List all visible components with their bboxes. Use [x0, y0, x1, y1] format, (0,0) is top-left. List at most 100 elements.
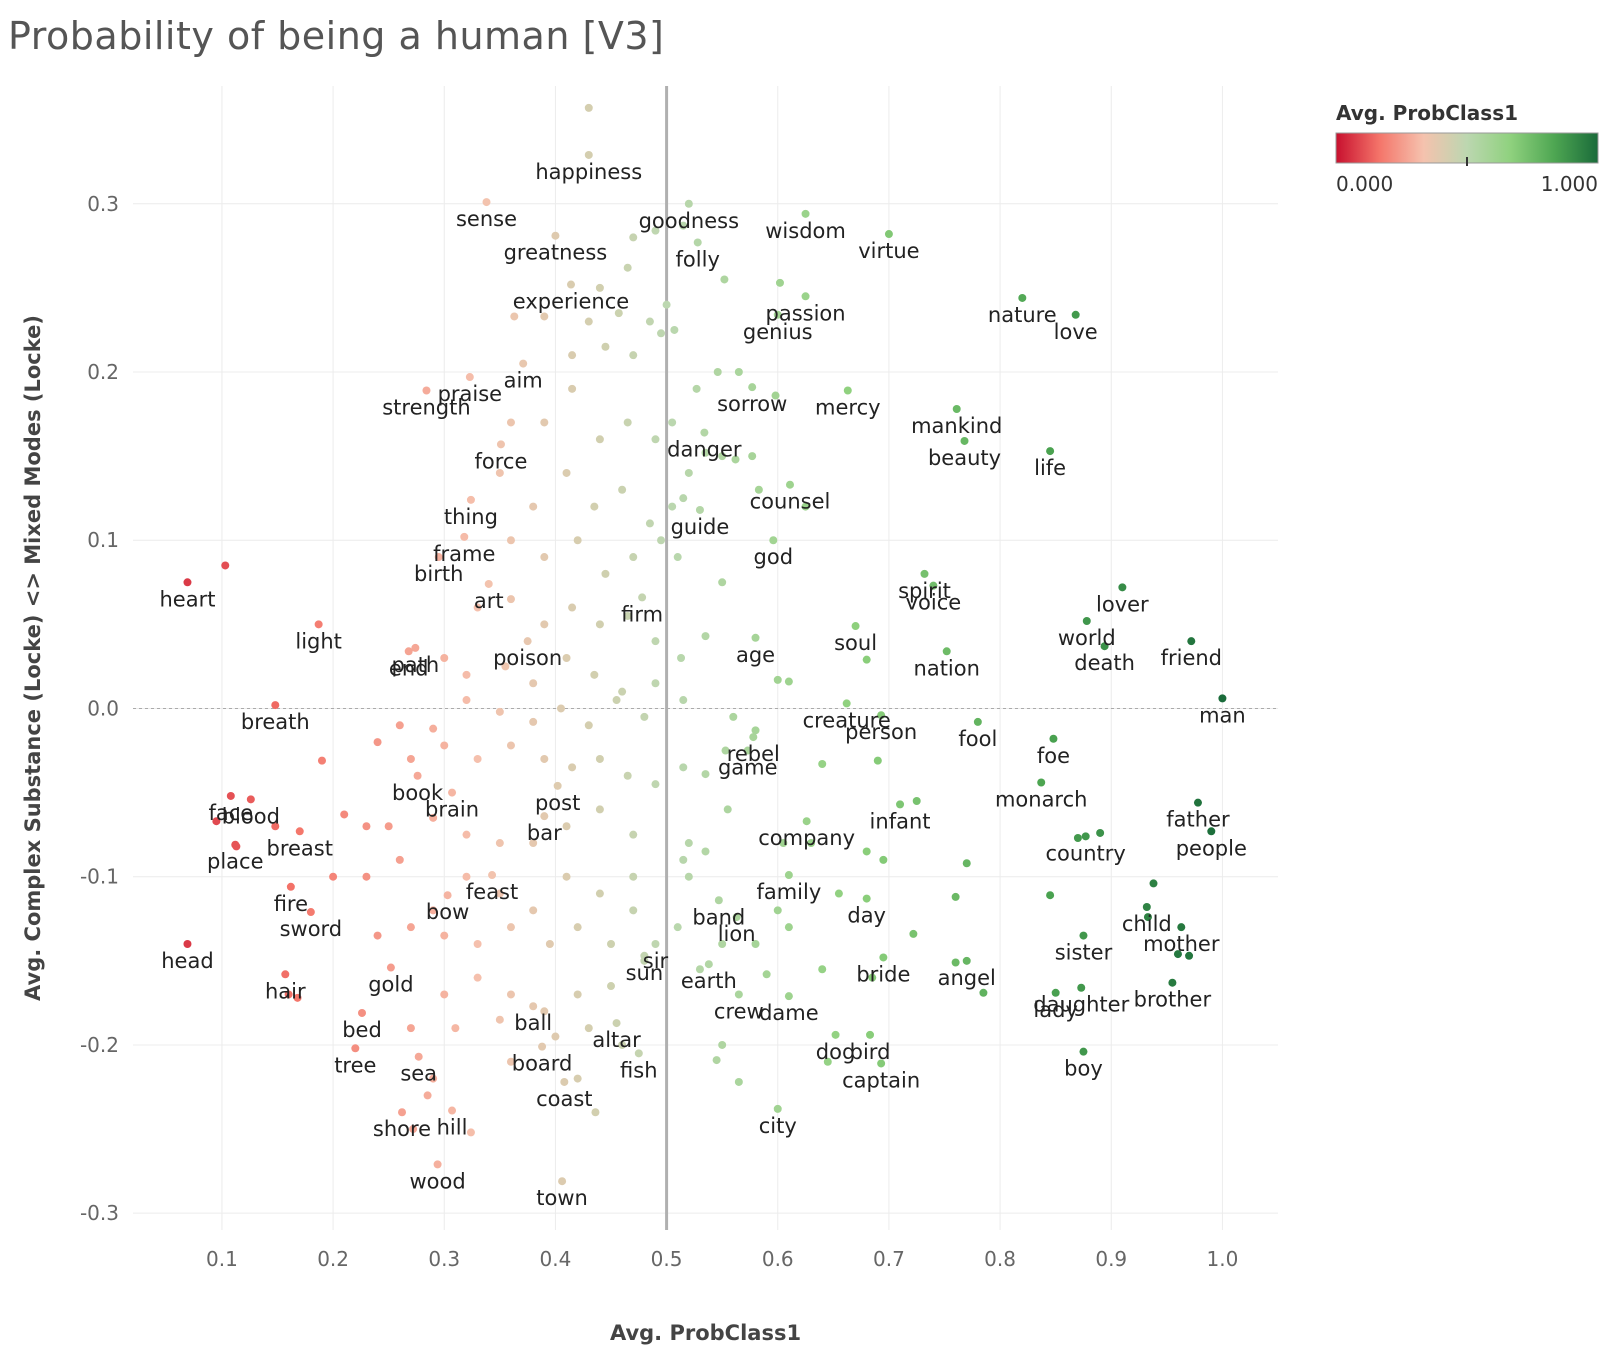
data-point [584, 103, 593, 112]
data-point [460, 532, 469, 541]
data-point [629, 351, 638, 360]
data-point [818, 759, 827, 768]
x-axis-ticks: 0.1 0.2 0.3 0.4 0.5 0.6 0.7 0.8 0.9 1.0 [206, 1247, 1238, 1271]
data-point [801, 292, 810, 301]
data-point [529, 839, 538, 848]
data-point [1082, 616, 1091, 625]
data-point [358, 1008, 366, 1017]
data-point [801, 209, 810, 218]
data-point [462, 872, 471, 881]
data-point [718, 1040, 727, 1049]
data-point [743, 746, 752, 755]
data-label: nation [914, 656, 980, 680]
data-point [1168, 978, 1177, 987]
data-point [246, 795, 255, 804]
data-point [651, 226, 660, 235]
data-point [529, 679, 538, 688]
data-point [595, 283, 604, 292]
data-point [422, 386, 431, 395]
data-point [754, 485, 763, 494]
data-point [677, 654, 686, 662]
data-point [529, 717, 538, 726]
data-point [645, 519, 654, 528]
data-point [540, 620, 549, 629]
data-point [612, 1019, 621, 1028]
data-point [373, 931, 382, 940]
data-labels: happiness sense greatness goodness folly wisd… [159, 160, 1246, 1210]
data-point [595, 435, 604, 444]
data-point [734, 1077, 743, 1086]
y-tick-label: -0.2 [80, 1033, 119, 1057]
data-point [651, 780, 660, 789]
data-point [506, 990, 515, 999]
data-label: god [754, 545, 794, 569]
data-point [434, 553, 443, 562]
data-point [734, 368, 743, 376]
data-point [651, 679, 660, 688]
data-label: angel [938, 966, 996, 990]
data-label: country [1046, 841, 1126, 865]
data-point [807, 839, 816, 848]
data-point [692, 384, 701, 393]
y-tick-label: 0.0 [87, 696, 119, 720]
data-point [551, 231, 560, 240]
data-point [595, 754, 604, 763]
data-label: breast [267, 836, 333, 860]
data-point [429, 813, 438, 822]
data-point [862, 894, 871, 903]
data-label: tree [334, 1053, 376, 1077]
data-point [879, 855, 888, 864]
data-point [842, 699, 851, 708]
data-label: mercy [815, 396, 881, 420]
data-point [329, 872, 338, 881]
data-label: hair [265, 979, 306, 1003]
data-point [1046, 447, 1055, 456]
data-label: head [161, 949, 213, 973]
data-label: fish [620, 1058, 657, 1082]
data-point [951, 958, 960, 967]
data-point [448, 1106, 457, 1115]
data-point [785, 480, 794, 489]
data-label: goodness [639, 209, 739, 233]
data-point [595, 620, 604, 629]
data-point [657, 536, 666, 545]
data-label: happiness [535, 160, 642, 184]
data-point [362, 822, 371, 831]
data-label: path [391, 653, 439, 677]
data-point [395, 721, 404, 730]
data-label: company [758, 826, 855, 850]
data-point [960, 436, 969, 445]
x-tick-label: 1.0 [1207, 1247, 1239, 1271]
data-point [748, 383, 757, 392]
y-tick-label: 0.3 [87, 192, 119, 216]
data-label: fire [274, 892, 308, 916]
data-point [718, 578, 727, 587]
data-point [226, 791, 235, 800]
data-point [584, 1024, 593, 1033]
data-point [443, 891, 452, 900]
data-point [562, 872, 571, 881]
data-point [769, 536, 778, 545]
y-tick-label: 0.2 [87, 360, 119, 384]
x-tick-label: 0.8 [984, 1247, 1016, 1271]
data-point [896, 800, 905, 809]
data-point [734, 990, 743, 999]
data-label: aim [504, 369, 543, 393]
data-label: town [536, 1186, 588, 1210]
data-point [395, 855, 404, 864]
color-legend: Avg. ProbClass1 0.000 1.000 [1335, 101, 1599, 196]
data-point [784, 923, 793, 932]
data-point [684, 199, 693, 208]
data-label: bride [856, 962, 910, 986]
data-point [773, 1104, 782, 1113]
y-tick-label: -0.1 [80, 865, 119, 889]
data-label: strength [382, 396, 470, 420]
data-label: wisdom [765, 219, 846, 243]
data-point [651, 940, 660, 948]
data-label: place [207, 850, 264, 874]
data-point [771, 391, 780, 400]
data-point [718, 940, 727, 948]
data-point [465, 373, 474, 382]
data-point [1187, 637, 1196, 646]
